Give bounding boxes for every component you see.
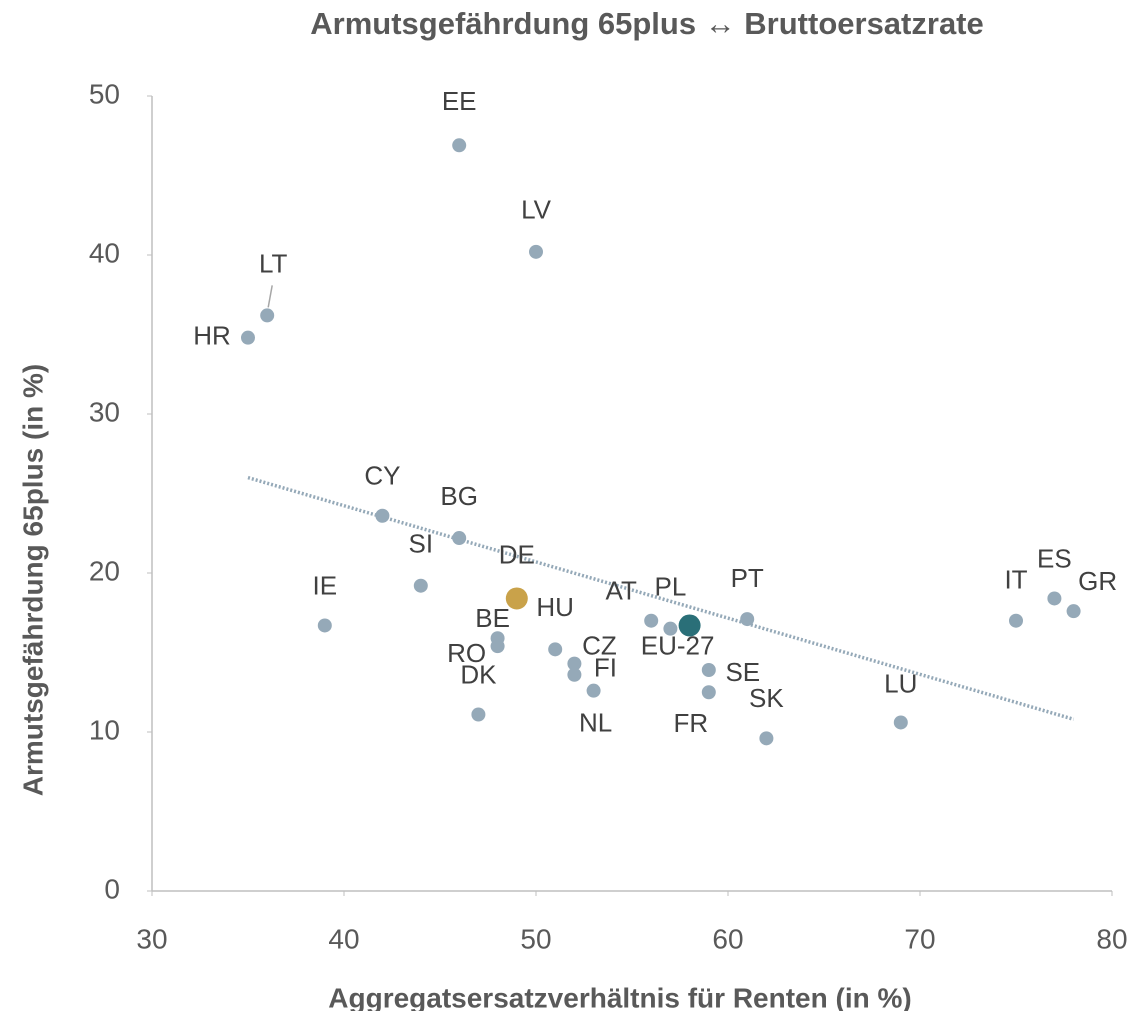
point (644, 613, 659, 628)
point (1066, 604, 1081, 619)
point-label: LT (259, 248, 288, 278)
point-label: SK (749, 683, 784, 713)
point-label: LU (884, 668, 917, 698)
point-label: RO (447, 638, 486, 668)
x-tick-label: 80 (1096, 923, 1127, 954)
point-label: HR (193, 321, 231, 351)
point-label: DE (499, 539, 535, 569)
point-label: SI (409, 529, 434, 559)
point-label: AT (606, 576, 637, 606)
trendline (247, 475, 1075, 721)
point-label: PL (654, 572, 686, 602)
point (452, 138, 467, 153)
x-tick-label: 70 (904, 923, 935, 954)
point (529, 244, 543, 259)
point-label: SE (725, 657, 760, 687)
point-label: EU-27 (641, 630, 715, 660)
point (567, 667, 582, 682)
point-label: ES (1037, 543, 1072, 573)
point-label: GR (1078, 566, 1117, 596)
chart-title: Armutsgefährdung 65plus ↔ Bruttoersatzra… (310, 6, 984, 41)
y-tick-label: 10 (89, 714, 120, 745)
point (260, 308, 275, 323)
point (701, 685, 716, 700)
point-label: CZ (582, 631, 617, 661)
point (740, 612, 755, 627)
point (759, 731, 774, 746)
point (548, 642, 563, 657)
point-label: IE (313, 570, 338, 600)
point-label: DK (460, 659, 497, 689)
point-label: PT (731, 563, 764, 593)
point (413, 578, 428, 593)
y-tick-label: 30 (89, 396, 120, 427)
point (490, 639, 505, 654)
point (505, 587, 528, 610)
y-tick-label: 50 (89, 78, 120, 109)
point (586, 683, 601, 698)
x-tick-label: 30 (136, 923, 167, 954)
point-label: FI (594, 653, 617, 683)
point (1047, 591, 1062, 606)
point (893, 715, 908, 730)
point-label: LV (521, 195, 552, 225)
point (663, 621, 678, 636)
y-tick-label: 0 (104, 873, 120, 904)
point (452, 531, 467, 546)
point-label: BG (440, 481, 478, 511)
y-tick-label: 40 (89, 237, 120, 268)
point-label: FR (673, 708, 708, 738)
point (375, 508, 390, 523)
point (241, 330, 255, 345)
x-tick-label: 40 (328, 923, 359, 954)
y-axis-title: Armutsgefährdung 65plus (in %) (17, 364, 48, 796)
point-label: NL (579, 708, 612, 738)
point-label: CY (364, 461, 400, 491)
x-tick-label: 60 (712, 923, 743, 954)
point-label: BE (475, 603, 510, 633)
point (1009, 613, 1023, 628)
point (567, 656, 582, 671)
point (701, 662, 716, 677)
leader-line (267, 285, 273, 308)
x-axis-title: Aggregatsersatzverhältnis für Renten (in… (328, 982, 911, 1011)
y-tick-label: 20 (89, 555, 120, 586)
point-label: EE (442, 86, 477, 116)
x-tick-label: 50 (520, 923, 551, 954)
point-label: IT (1004, 565, 1027, 595)
point (678, 614, 701, 637)
point (317, 618, 332, 633)
point (471, 707, 486, 722)
point-label: HU (536, 592, 574, 622)
